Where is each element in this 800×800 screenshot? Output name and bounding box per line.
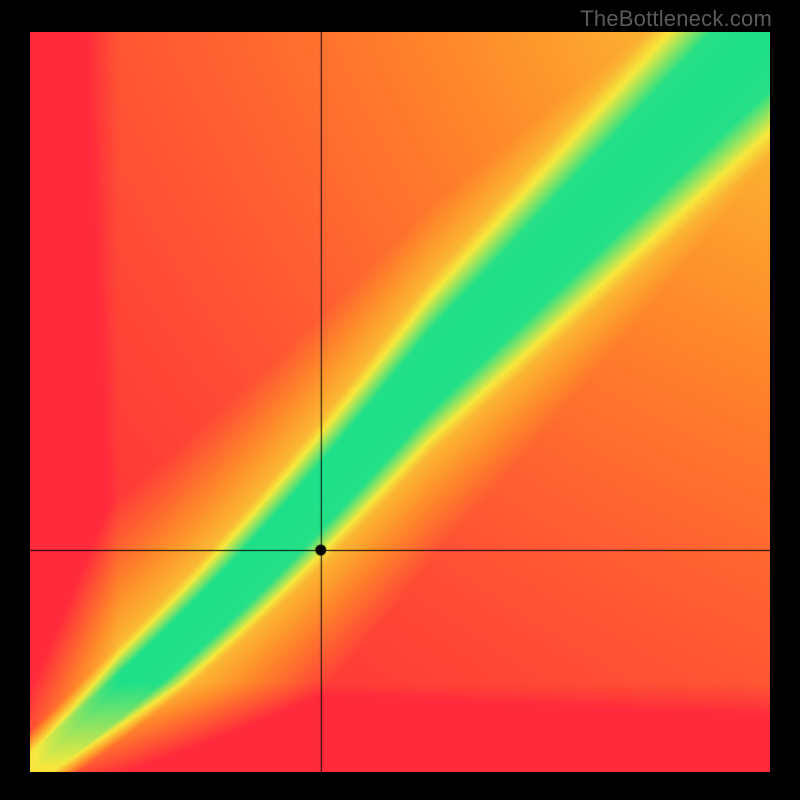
watermark-text: TheBottleneck.com (580, 6, 772, 32)
plot-area (30, 32, 770, 772)
figure-root: TheBottleneck.com (0, 0, 800, 800)
heatmap-canvas (30, 32, 770, 772)
